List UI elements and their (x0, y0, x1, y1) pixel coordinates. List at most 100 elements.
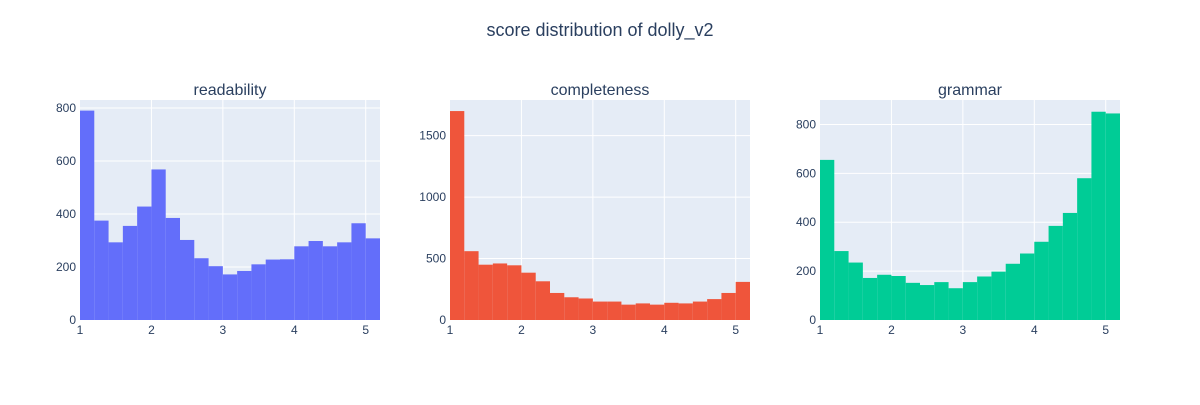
x-tick-label: 2 (148, 323, 155, 337)
bar (977, 276, 992, 320)
y-tick-label: 200 (796, 264, 816, 278)
subplot-grammar: 0 200 400 600 800 1 2 3 4 5 grammar (796, 82, 1120, 337)
bar (905, 282, 920, 320)
bar (564, 297, 579, 320)
subplot-readability: 0 200 400 600 800 1 2 3 4 5 readability (56, 82, 380, 337)
bar (507, 265, 522, 320)
bar (122, 225, 138, 320)
bar (1005, 263, 1020, 320)
bar (650, 304, 665, 320)
bar (137, 206, 152, 320)
y-tick-label: 800 (56, 101, 76, 115)
bar (251, 264, 266, 320)
bar (478, 264, 493, 320)
y-tick-label: 600 (56, 154, 76, 168)
bar (237, 270, 252, 320)
bar (165, 217, 180, 320)
x-tick-label: 4 (1031, 323, 1038, 337)
bar (621, 304, 636, 320)
bar (1077, 178, 1092, 320)
x-tick-label: 3 (960, 323, 967, 337)
bar (365, 238, 380, 320)
bar (635, 303, 650, 320)
bar (492, 263, 508, 320)
x-tick-label: 5 (362, 323, 369, 337)
bar (521, 272, 536, 320)
subplot-title: completeness (551, 82, 650, 99)
x-tick-label: 4 (291, 323, 298, 337)
bar (991, 271, 1006, 320)
bar (664, 302, 679, 320)
bar (692, 301, 708, 320)
y-tick-label: 800 (796, 117, 816, 131)
bar (208, 266, 223, 320)
bar (1091, 111, 1106, 320)
bar (877, 274, 892, 320)
bar (265, 259, 280, 320)
bar (592, 301, 608, 320)
x-tick-label: 5 (1102, 323, 1109, 337)
x-tick-label: 1 (77, 323, 84, 337)
y-tick-label: 400 (56, 207, 76, 221)
bar (721, 292, 736, 320)
bar (962, 282, 978, 320)
x-tick-label: 1 (447, 323, 454, 337)
y-tick-label: 200 (56, 260, 76, 274)
bar (934, 282, 949, 320)
bar (891, 276, 906, 320)
bar (337, 242, 352, 320)
bar (1105, 113, 1120, 320)
bar (707, 299, 722, 320)
bar (180, 239, 195, 320)
chart-title: score distribution of dolly_v2 (486, 20, 713, 41)
y-tick-label: 0 (69, 313, 76, 327)
bar (322, 246, 338, 320)
bar (735, 281, 750, 320)
x-tick-label: 2 (518, 323, 525, 337)
bar (222, 274, 238, 320)
bar (80, 110, 95, 320)
bar (280, 259, 295, 320)
x-tick-label: 3 (590, 323, 597, 337)
subplot-completeness: 0 500 1000 1500 1 2 3 4 5 completeness (419, 82, 750, 337)
bar (94, 220, 109, 320)
bar (194, 258, 209, 320)
bar (578, 298, 593, 320)
bar (920, 285, 935, 320)
y-tick-label: 600 (796, 166, 816, 180)
x-tick-label: 2 (888, 323, 895, 337)
bar (308, 241, 323, 320)
y-tick-label: 1500 (419, 129, 446, 143)
bar (351, 223, 366, 320)
bar (1062, 212, 1078, 320)
y-tick-label: 0 (809, 313, 816, 327)
y-tick-label: 500 (426, 252, 446, 266)
bar (834, 251, 849, 320)
bar (108, 242, 123, 320)
x-tick-label: 5 (732, 323, 739, 337)
bar (607, 301, 622, 320)
bar (1020, 253, 1035, 320)
bar (450, 111, 465, 320)
bar (848, 262, 863, 320)
bar (294, 246, 309, 320)
bar (535, 281, 550, 320)
bar (1048, 225, 1063, 320)
y-tick-label: 400 (796, 215, 816, 229)
y-tick-label: 0 (439, 313, 446, 327)
bar (151, 169, 166, 320)
bar (678, 303, 693, 320)
x-tick-label: 1 (817, 323, 824, 337)
subplot-title: readability (194, 82, 267, 99)
bar (1034, 241, 1049, 320)
bar (820, 159, 835, 320)
bar (948, 288, 963, 320)
y-tick-label: 1000 (419, 190, 446, 204)
bar (464, 251, 479, 320)
x-tick-label: 4 (661, 323, 668, 337)
x-tick-label: 3 (220, 323, 227, 337)
subplot-title: grammar (938, 82, 1003, 99)
bar (550, 292, 565, 320)
